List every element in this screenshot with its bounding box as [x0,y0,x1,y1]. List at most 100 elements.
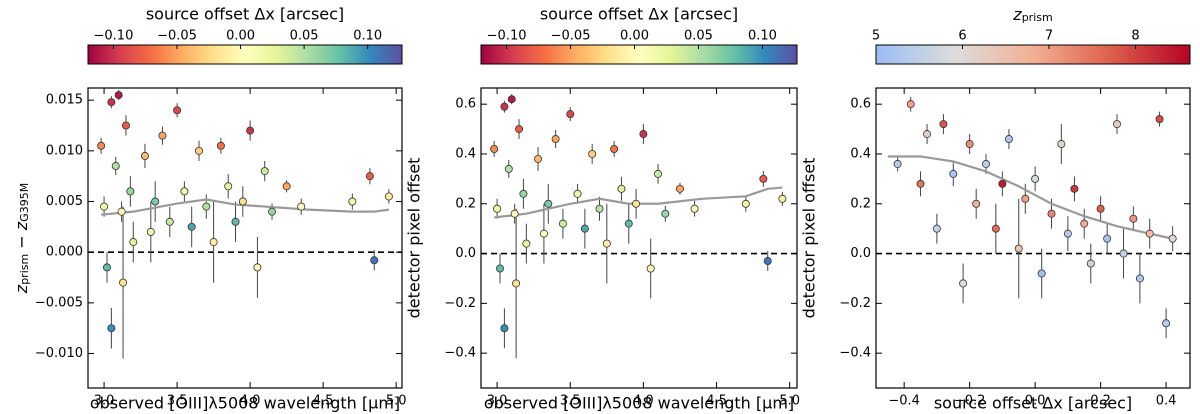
data-point [632,199,641,208]
data-point [566,110,575,119]
data-point [117,207,126,216]
y-axis-label: zprism − zG395M [12,183,32,294]
x-tick-label: 0.0 [1025,394,1046,409]
data-point [507,95,516,104]
data-point [216,141,225,150]
data-point [639,130,648,139]
data-point [1021,194,1030,203]
data-point [111,162,120,171]
data-point [759,174,768,183]
data-point [260,167,269,176]
x-tick-label: 3.5 [167,394,188,409]
x-tick-label: 3.5 [560,394,581,409]
x-tick-label: 3.0 [94,394,115,409]
colorbar-tick-label: 0.05 [290,29,319,44]
y-tick-label: 0.0 [850,246,871,261]
colorbar-tick-label: 0.05 [684,29,713,44]
data-point [224,182,233,191]
data-point [202,202,211,211]
data-point [544,199,553,208]
x-tick-label: 4.5 [706,394,727,409]
y-tick-label: 0.6 [850,97,871,112]
colorbar-label: zprism [1012,5,1052,25]
data-point [675,184,684,193]
data-point [558,219,567,228]
colorbar-tick-label: 0.10 [353,29,382,44]
data-point [1135,274,1144,283]
data-point [610,144,619,153]
y-tick-label: −0.010 [35,346,83,361]
colorbar-tick-label: 8 [1131,29,1139,44]
data-point [515,125,524,134]
data-point [1070,184,1079,193]
y-tick-label: 0.2 [850,196,871,211]
data-point [539,229,548,238]
data-point [1086,259,1095,268]
data-point [1155,115,1164,124]
colorbar-tick-label: −0.05 [157,29,197,44]
data-point [646,264,655,273]
y-tick-label: 0.000 [46,245,83,260]
x-tick-label: −0.4 [888,394,920,409]
y-tick-label: 0.2 [455,196,476,211]
data-point [1031,174,1040,183]
data-point [1037,269,1046,278]
data-point [100,202,109,211]
y-tick-label: −0.2 [839,296,871,311]
label-part: z [12,284,31,294]
data-point [522,239,531,248]
data-point [194,146,203,155]
x-axis-label: observed [OIII]λ5008 wavelength [μm] [90,394,400,413]
y-tick-label: 0.0 [455,246,476,261]
x-tick-label: −0.2 [954,394,986,409]
colorbar-tick-label: 5 [872,29,880,44]
data-point [573,189,582,198]
data-point [107,324,116,333]
x-axis-label: source offset Δx [arcsec] [934,394,1132,413]
data-point [519,189,528,198]
data-point [173,106,182,115]
data-point [500,324,509,333]
data-point [238,197,247,206]
data-point [119,278,128,287]
colorbar-tick-label: 7 [1045,29,1053,44]
data-point [114,91,123,100]
colorbar-tick-label: 0.10 [748,29,777,44]
data-point [107,98,116,107]
data-point [121,121,130,130]
label-part: prism [18,254,31,285]
y-tick-label: 0.6 [455,97,476,112]
colorbar [87,44,403,65]
data-point [661,209,670,218]
data-point [580,224,589,233]
data-point [893,159,902,168]
trend-line [101,198,390,216]
x-tick-label: 0.4 [1156,394,1177,409]
data-point [690,204,699,213]
x-tick-label: 5.0 [386,394,407,409]
data-point [1004,135,1013,144]
data-point [510,209,519,218]
data-point [1014,244,1023,253]
data-point [129,238,138,247]
data-point [231,217,240,226]
data-point [490,144,499,153]
colorbar-label: source offset Δx [arcsec] [146,5,344,24]
colorbar-tick-label: −0.10 [487,29,527,44]
data-point [209,238,218,247]
y-tick-label: 0.005 [46,194,83,209]
x-tick-label: 3.0 [487,394,508,409]
data-point [146,227,155,236]
data-point [778,194,787,203]
data-point [1080,219,1089,228]
data-point [370,256,379,265]
data-point [102,263,111,272]
data-point [496,264,505,273]
data-point [1057,140,1066,149]
data-point [965,140,974,149]
label-part: z [12,221,31,231]
data-point [991,224,1000,233]
trend-line [494,186,783,219]
axes-frame [87,87,403,389]
colorbar [480,44,798,65]
